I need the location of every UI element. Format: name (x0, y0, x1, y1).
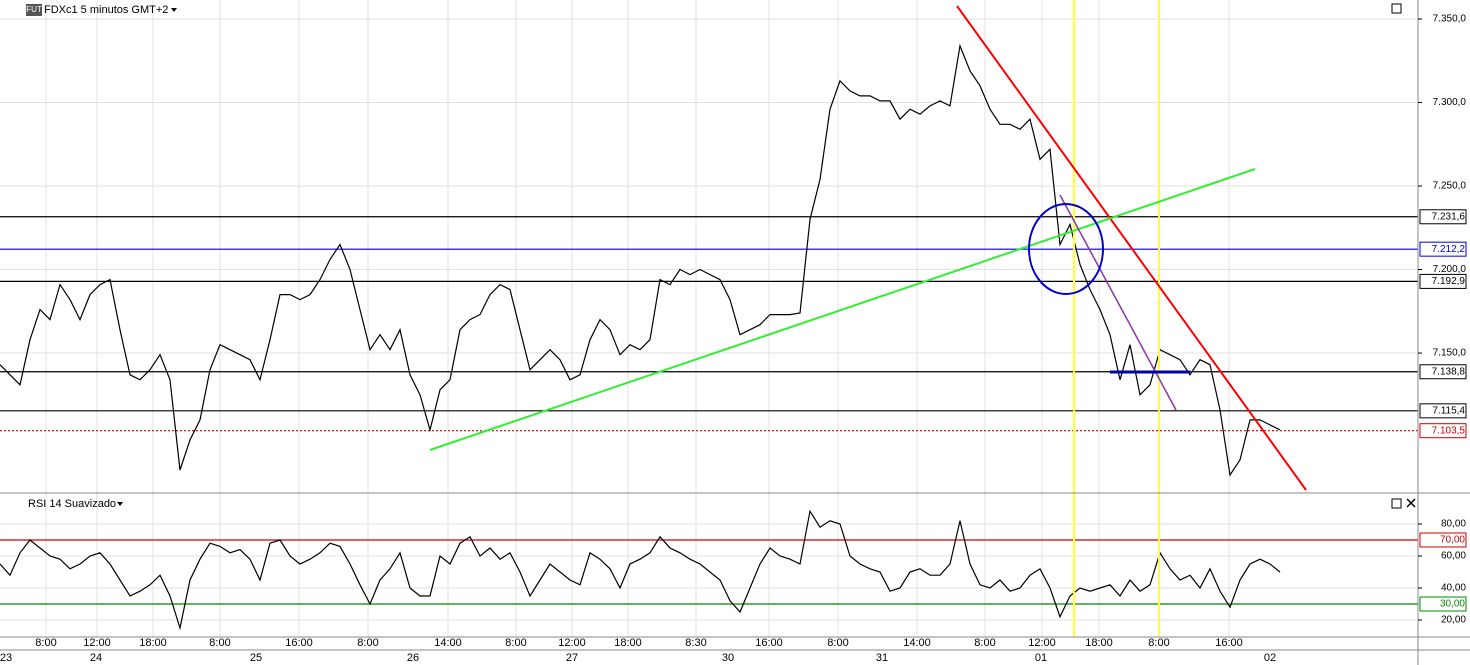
level-label: 7.192,9 (1432, 276, 1466, 287)
highlight-circle (1028, 203, 1104, 295)
level-box (1419, 364, 1467, 380)
trend-line (1059, 194, 1177, 411)
level-label: 7.115,4 (1432, 405, 1465, 416)
level-label: 7.103,5 (1432, 425, 1466, 436)
level-box (1419, 403, 1467, 419)
date-label: 01 (1035, 652, 1047, 664)
y-tick-label: 80,00 (1441, 519, 1466, 530)
x-tick-label: 8:00 (974, 637, 995, 649)
date-label: 26 (407, 652, 419, 664)
x-tick-label: 14:00 (903, 637, 931, 649)
maximize-button[interactable] (1391, 498, 1402, 509)
marks (0, 43, 1281, 631)
x-tick-label: 16:00 (755, 637, 783, 649)
x-tick-label: 8:00 (35, 637, 56, 649)
badge (26, 4, 42, 16)
date-label: 30 (722, 652, 734, 664)
x-tick-label: 8:00 (357, 637, 378, 649)
date-label: 25 (250, 652, 262, 664)
y-tick-label: 7.350,0 (1433, 14, 1467, 25)
date-label: 23 (0, 652, 12, 664)
y-tick-label: 60,00 (1441, 551, 1466, 562)
maximize-button[interactable] (1391, 3, 1402, 14)
y-tick-label: 7.300,0 (1433, 97, 1467, 108)
price-line (0, 509, 1281, 631)
trend-line (956, 5, 1307, 491)
level-box (1419, 596, 1467, 612)
indicator-title: RSI 14 Suavizado (28, 498, 116, 510)
x-tick-label: 18:00 (1085, 637, 1113, 649)
close-button[interactable] (1406, 498, 1416, 508)
date-label: 24 (90, 652, 102, 664)
level-box (1419, 241, 1467, 257)
x-tick-label: 18:00 (614, 637, 642, 649)
trend-line (429, 168, 1256, 451)
x-tick-label: 8:00 (209, 637, 230, 649)
dropdown-icon[interactable] (171, 8, 177, 12)
x-tick-label: 16:00 (285, 637, 313, 649)
price-line (0, 43, 1281, 477)
level-label: 7.231,6 (1432, 211, 1466, 222)
x-tick-label: 14:00 (434, 637, 462, 649)
level-box (1419, 209, 1467, 225)
x-tick-label: 8:30 (685, 637, 706, 649)
level-label: 30,00 (1440, 599, 1465, 610)
y-tick-label: 7.250,0 (1433, 181, 1467, 192)
x-tick-label: 18:00 (139, 637, 167, 649)
level-label: 70,00 (1440, 535, 1465, 546)
dropdown-icon[interactable] (117, 502, 123, 506)
x-tick-label: 12:00 (83, 637, 111, 649)
date-label: 02 (1264, 652, 1276, 664)
grid (0, 0, 1418, 637)
y-tick-label: 20,00 (1441, 615, 1466, 626)
date-label: 27 (566, 652, 578, 664)
level-label: 7.138,8 (1432, 366, 1466, 377)
date-label: 31 (876, 652, 888, 664)
x-tick-label: 16:00 (1215, 637, 1243, 649)
x-tick-label: 12:00 (558, 637, 586, 649)
y-tick-label: 7.200,0 (1433, 264, 1467, 275)
level-box (1419, 532, 1467, 548)
x-tick-label: 8:00 (827, 637, 848, 649)
level-box (1419, 423, 1467, 439)
level-box (1419, 273, 1467, 289)
x-tick-label: 8:00 (1148, 637, 1169, 649)
badge-text: FUT (26, 5, 42, 14)
x-tick-label: 12:00 (1028, 637, 1056, 649)
x-tick-label: 8:00 (505, 637, 526, 649)
y-tick-label: 40,00 (1441, 583, 1466, 594)
y-tick-label: 7.150,0 (1433, 348, 1467, 359)
chart-title: FDXc1 5 minutos GMT+2 (44, 4, 168, 16)
level-label: 7.212,2 (1432, 244, 1466, 255)
